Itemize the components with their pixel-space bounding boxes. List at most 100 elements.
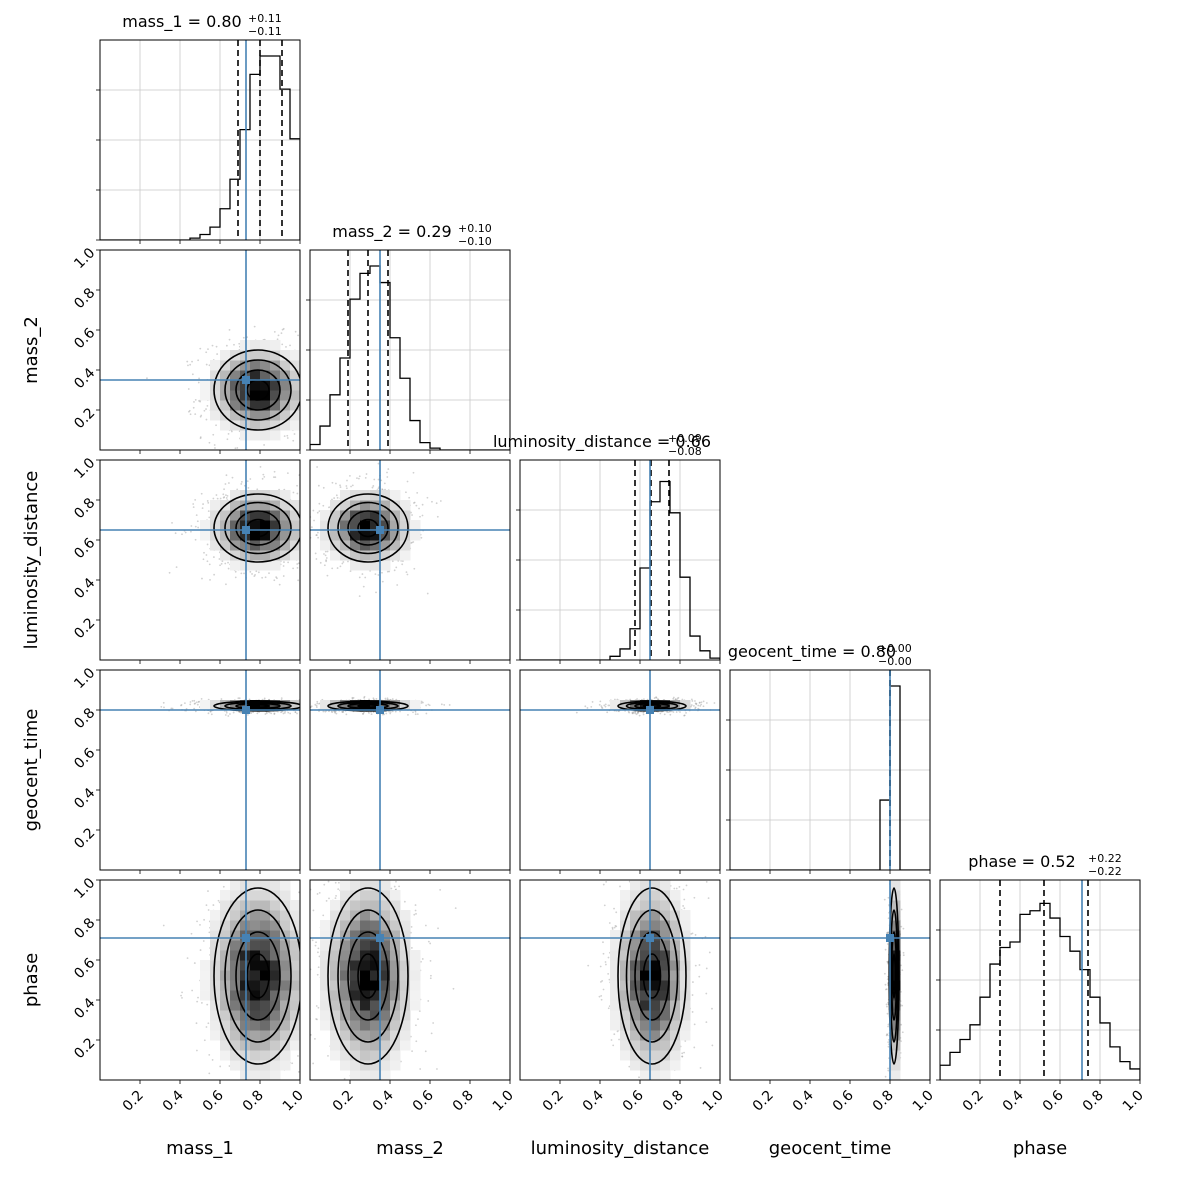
- sample-point: [421, 514, 424, 517]
- sample-point: [246, 480, 249, 483]
- density-cell: [270, 430, 281, 441]
- density-cell: [390, 700, 401, 711]
- density-cell: [220, 420, 231, 431]
- density-cell: [340, 510, 351, 521]
- density-cell: [290, 370, 300, 381]
- sample-point: [280, 710, 283, 713]
- panel-content: [310, 462, 442, 598]
- contour-level: [235, 702, 281, 710]
- density-cell: [370, 510, 381, 521]
- density-cell: [280, 700, 291, 711]
- sample-point: [302, 711, 304, 713]
- sample-point: [318, 702, 320, 705]
- sample-point: [189, 413, 192, 416]
- sample-point: [264, 576, 267, 579]
- sample-point: [420, 700, 423, 703]
- sample-point: [194, 525, 197, 528]
- sample-point: [407, 713, 409, 716]
- density-cell: [320, 540, 331, 551]
- density-cell: [280, 350, 291, 361]
- sample-point: [413, 501, 416, 504]
- density-cell: [270, 350, 281, 361]
- sample-point: [282, 327, 285, 330]
- density-cell: [370, 500, 381, 511]
- sample-point: [281, 343, 284, 346]
- sample-point: [341, 710, 344, 713]
- truth-marker: [376, 706, 384, 714]
- density-cell: [260, 360, 271, 371]
- sample-point: [420, 702, 423, 704]
- sample-point: [301, 708, 303, 710]
- y-tick-label: 0.4: [71, 785, 98, 812]
- sample-point: [349, 570, 352, 573]
- sample-point: [249, 478, 252, 480]
- sample-point: [209, 710, 212, 713]
- density-cell: [340, 490, 351, 501]
- sample-point: [426, 496, 429, 499]
- sample-point: [292, 439, 295, 442]
- sample-point: [249, 711, 252, 714]
- sample-point: [307, 384, 309, 386]
- y-tick-label: 0.8: [71, 705, 98, 732]
- density-cell: [200, 380, 211, 391]
- sample-point: [342, 561, 345, 563]
- density-cell: [350, 530, 361, 541]
- sample-point: [322, 710, 325, 713]
- y-tick-label: 0.8: [71, 495, 98, 522]
- sample-point: [160, 705, 163, 708]
- sample-point: [315, 558, 318, 560]
- density-cell: [290, 520, 300, 531]
- sample-point: [277, 334, 280, 337]
- sample-point: [352, 696, 355, 699]
- sample-point: [289, 712, 292, 715]
- density-cell: [400, 530, 411, 541]
- sample-point: [319, 405, 321, 407]
- sample-point: [303, 303, 305, 305]
- sample-point: [193, 401, 195, 403]
- sample-point: [191, 373, 194, 376]
- sample-point: [199, 436, 202, 439]
- sample-point: [274, 476, 277, 479]
- sample-point: [209, 710, 212, 713]
- sample-point: [308, 708, 310, 710]
- title-text: luminosity_distance = 0.66: [493, 432, 711, 452]
- sample-point: [346, 479, 348, 482]
- sample-point: [273, 712, 276, 715]
- density-cell: [280, 370, 291, 381]
- sample-point: [207, 712, 210, 715]
- sample-point: [304, 499, 306, 501]
- density-cell: [290, 530, 300, 541]
- sample-point: [262, 473, 265, 476]
- density-cell: [260, 540, 271, 551]
- sample-point: [315, 388, 317, 390]
- density-cell: [200, 700, 211, 711]
- sample-point: [607, 704, 610, 707]
- density-cell: [230, 400, 241, 411]
- sample-point: [234, 570, 237, 573]
- sample-point: [194, 413, 197, 416]
- sample-point: [308, 553, 310, 555]
- density-cell: [320, 700, 331, 711]
- sample-point: [310, 340, 312, 342]
- sample-point: [349, 474, 351, 477]
- sample-point: [294, 711, 297, 714]
- sample-point: [377, 574, 380, 576]
- sample-point: [324, 550, 327, 553]
- sample-point: [302, 386, 304, 388]
- sample-point: [302, 551, 304, 553]
- sample-point: [272, 476, 275, 479]
- sample-point: [228, 482, 230, 484]
- sample-point: [238, 451, 240, 453]
- sample-point: [362, 585, 365, 588]
- sample-point: [189, 701, 192, 703]
- sample-point: [318, 373, 320, 375]
- y-tick-label: 0.4: [71, 365, 98, 392]
- sample-point: [273, 331, 276, 333]
- sample-point: [320, 554, 322, 556]
- sample-point: [301, 706, 303, 708]
- sample-point: [414, 710, 417, 713]
- sample-point: [311, 712, 313, 714]
- sample-point: [301, 705, 303, 707]
- sample-point: [323, 553, 325, 555]
